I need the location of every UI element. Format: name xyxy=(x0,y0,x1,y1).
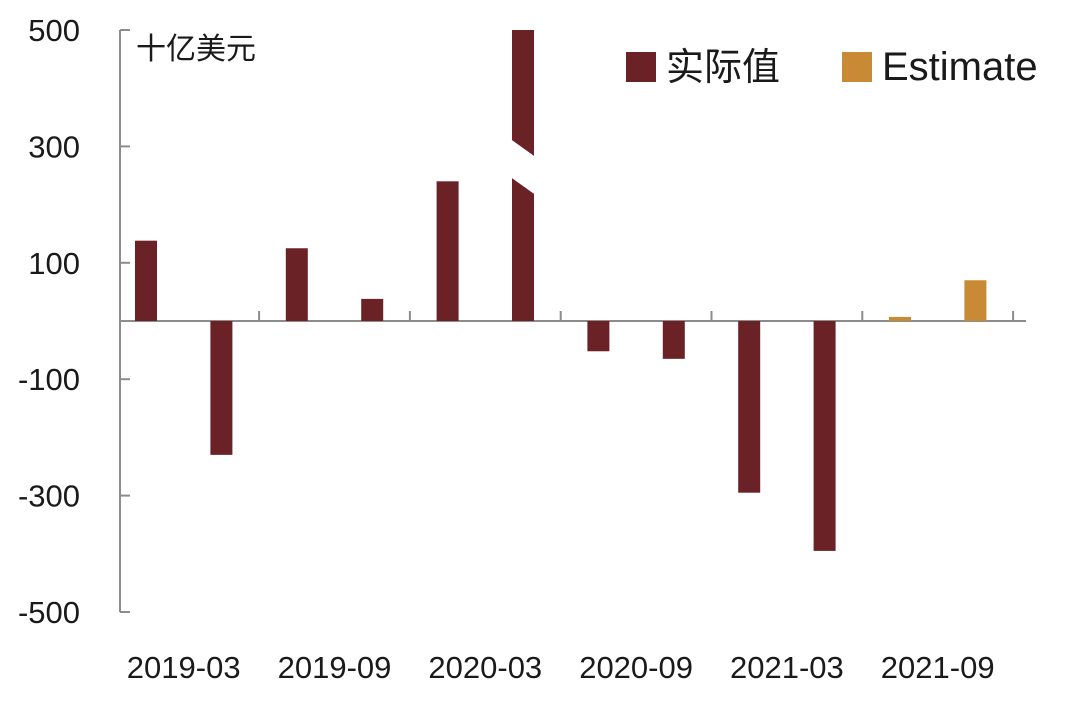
y-tick-label: 300 xyxy=(28,129,80,164)
x-tick-label: 2019-03 xyxy=(127,650,241,685)
axes xyxy=(119,29,1026,613)
bar-actual-2021-06 xyxy=(813,321,836,551)
legend-label-estimate: Estimate xyxy=(882,45,1038,89)
bar-actual-2019-03 xyxy=(135,240,157,321)
x-tick-label: 2019-09 xyxy=(278,650,392,685)
y-tick-label: -100 xyxy=(18,362,80,397)
bar-estimate-2021-09 xyxy=(889,316,911,321)
bar-actual-2019-06 xyxy=(210,321,233,455)
tick-labels: 500 300 100 -100 -300 -500 2019-03 2019-09 2020-… xyxy=(18,13,995,685)
y-tick-label: -500 xyxy=(18,595,80,630)
bar-estimate-2021-12 xyxy=(964,280,987,321)
bars xyxy=(135,30,987,551)
y-axis-unit-label: 十亿美元 xyxy=(136,32,256,67)
legend-swatch-actual xyxy=(626,52,656,82)
x-tick-label: 2020-09 xyxy=(579,650,693,685)
legend-swatch-estimate xyxy=(842,52,872,82)
x-tick-label: 2020-03 xyxy=(428,650,542,685)
y-tick-label: 500 xyxy=(28,13,80,48)
legend-label-actual: 实际值 xyxy=(666,45,780,89)
bar-actual-2021-03 xyxy=(738,321,761,493)
bar-actual-2019-12 xyxy=(361,298,384,321)
x-tick-label: 2021-03 xyxy=(730,650,844,685)
bar-actual-2020-09 xyxy=(587,321,610,352)
axis-break-mark xyxy=(509,138,537,196)
y-tick-label: -300 xyxy=(18,479,80,514)
bar-actual-2020-03 xyxy=(436,181,459,321)
x-tick-label: 2021-09 xyxy=(881,650,995,685)
bar-actual-2019-09 xyxy=(285,248,308,321)
bar-actual-2020-12 xyxy=(662,321,685,359)
legend: 实际值 Estimate xyxy=(626,45,1038,89)
y-tick-label: 100 xyxy=(28,246,80,281)
